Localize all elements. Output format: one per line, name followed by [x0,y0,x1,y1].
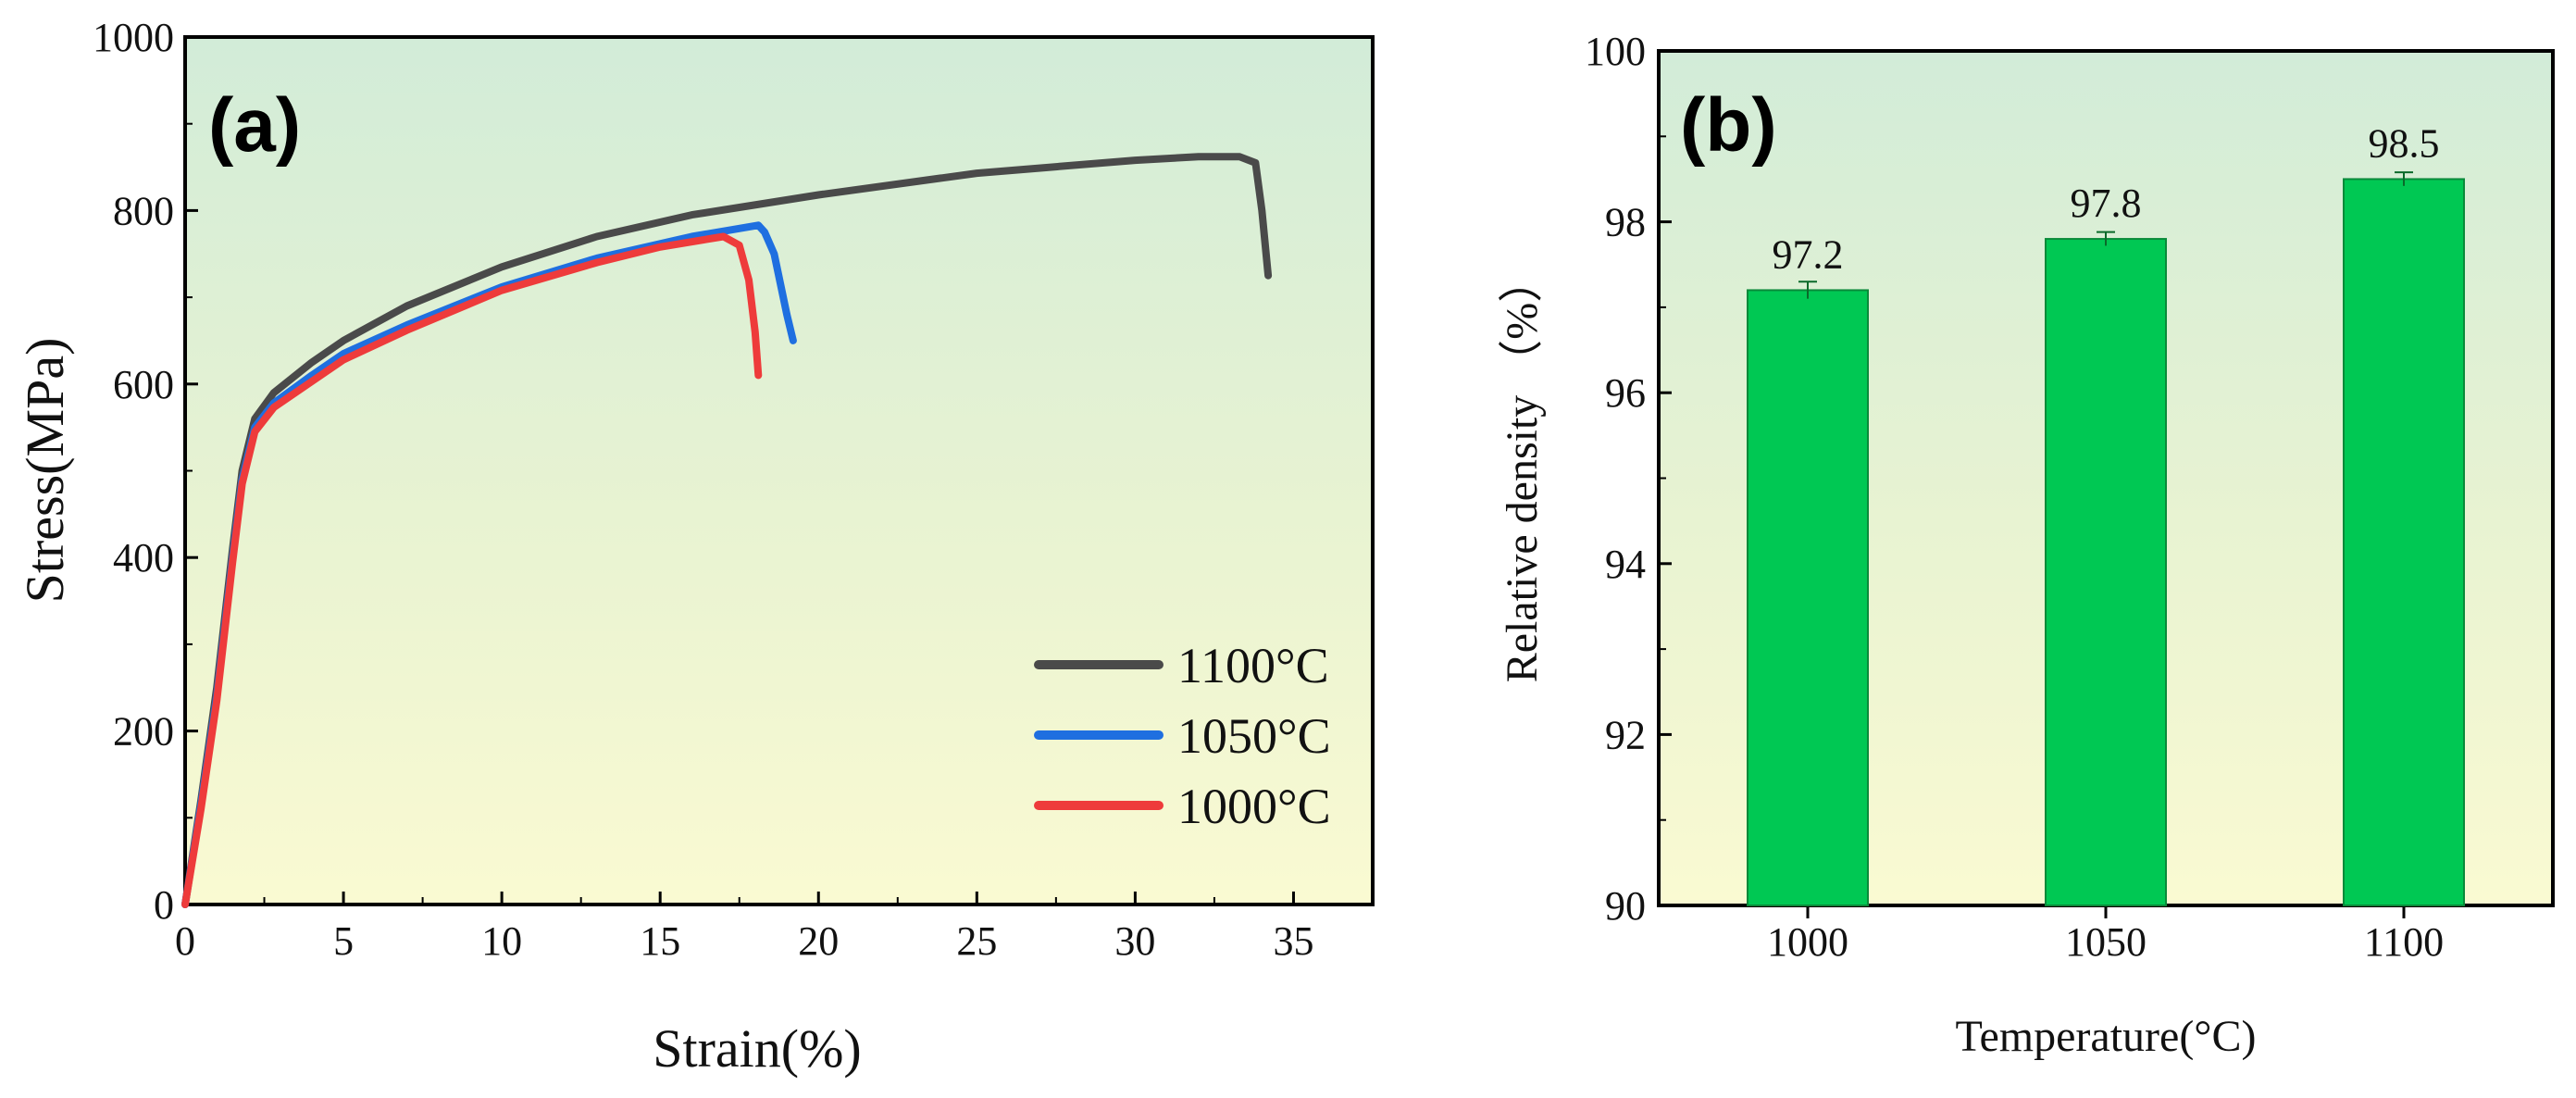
y-tick-label: 200 [113,709,174,755]
x-tick-label: 1050 [2065,919,2147,965]
bar-value-label: 97.8 [2071,181,2142,226]
bar-1000 [1747,289,1869,906]
bar-1100 [2343,178,2465,906]
x-tick-label: 5 [333,918,354,964]
panel-a-legend: 1100°C 1050°C 1000°C [1034,638,1331,834]
y-tick-label: 98 [1605,200,1646,245]
panel-b-x-axis-title: Temperature(°C) [1955,1012,2256,1061]
bar-value-label: 97.2 [1773,231,1844,277]
y-tick-label: 600 [113,362,174,407]
y-tick-label: 94 [1605,542,1646,587]
panel-a-series-lines [181,153,1273,908]
panel-b-y-axis-title: Relative density （%） [1498,258,1547,683]
y-tick-label: 800 [113,188,174,233]
panel-a-stress-strain-chart: 0 5 10 15 20 25 30 35 0 200 400 600 800 1000 (a) Stra… [15,15,1375,1079]
x-tick-label: 1000 [1767,919,1848,965]
y-tick-label: 100 [1585,29,1646,74]
panel-b-label: (b) [1680,83,1777,168]
bar-value-label: 98.5 [2369,120,2440,166]
x-tick-label: 35 [1273,918,1313,964]
y-tick-label: 96 [1605,370,1646,416]
panel-b-relative-density-chart: 90 92 94 96 98 100 1000 1050 1100 97.2 97.8 98.5 (… [1498,29,2555,1061]
panel-a-axis-ticks: 0 5 10 15 20 25 30 35 0 200 400 600 800 1000 [93,15,1374,964]
x-tick-label: 0 [175,918,195,964]
panel-a-plot-area [183,35,1375,906]
x-tick-label: 25 [956,918,997,964]
legend-label: 1000°C [1177,779,1331,834]
legend-label: 1050°C [1177,708,1331,764]
series-line-1000 [181,232,763,908]
panel-b-axis-ticks: 90 92 94 96 98 100 1000 1050 1100 [1585,29,2444,965]
legend-label: 1100°C [1177,638,1329,693]
x-tick-label: 20 [798,918,839,964]
panel-a-y-axis-title: Stress(MPa) [15,338,75,604]
x-tick-label: 10 [481,918,522,964]
panel-a-label: (a) [208,83,301,168]
y-tick-label: 1000 [93,15,174,60]
bar-1050 [2045,238,2167,906]
x-tick-label: 30 [1114,918,1155,964]
x-tick-label: 1100 [2364,919,2444,965]
x-tick-label: 15 [640,918,680,964]
y-tick-label: 0 [154,882,174,928]
y-tick-label: 92 [1605,712,1646,757]
y-tick-label: 400 [113,535,174,580]
panel-a-x-axis-title: Strain(%) [653,1018,862,1079]
panel-b-bars: 97.2 97.8 98.5 [1747,120,2465,906]
y-tick-label: 90 [1605,883,1646,929]
